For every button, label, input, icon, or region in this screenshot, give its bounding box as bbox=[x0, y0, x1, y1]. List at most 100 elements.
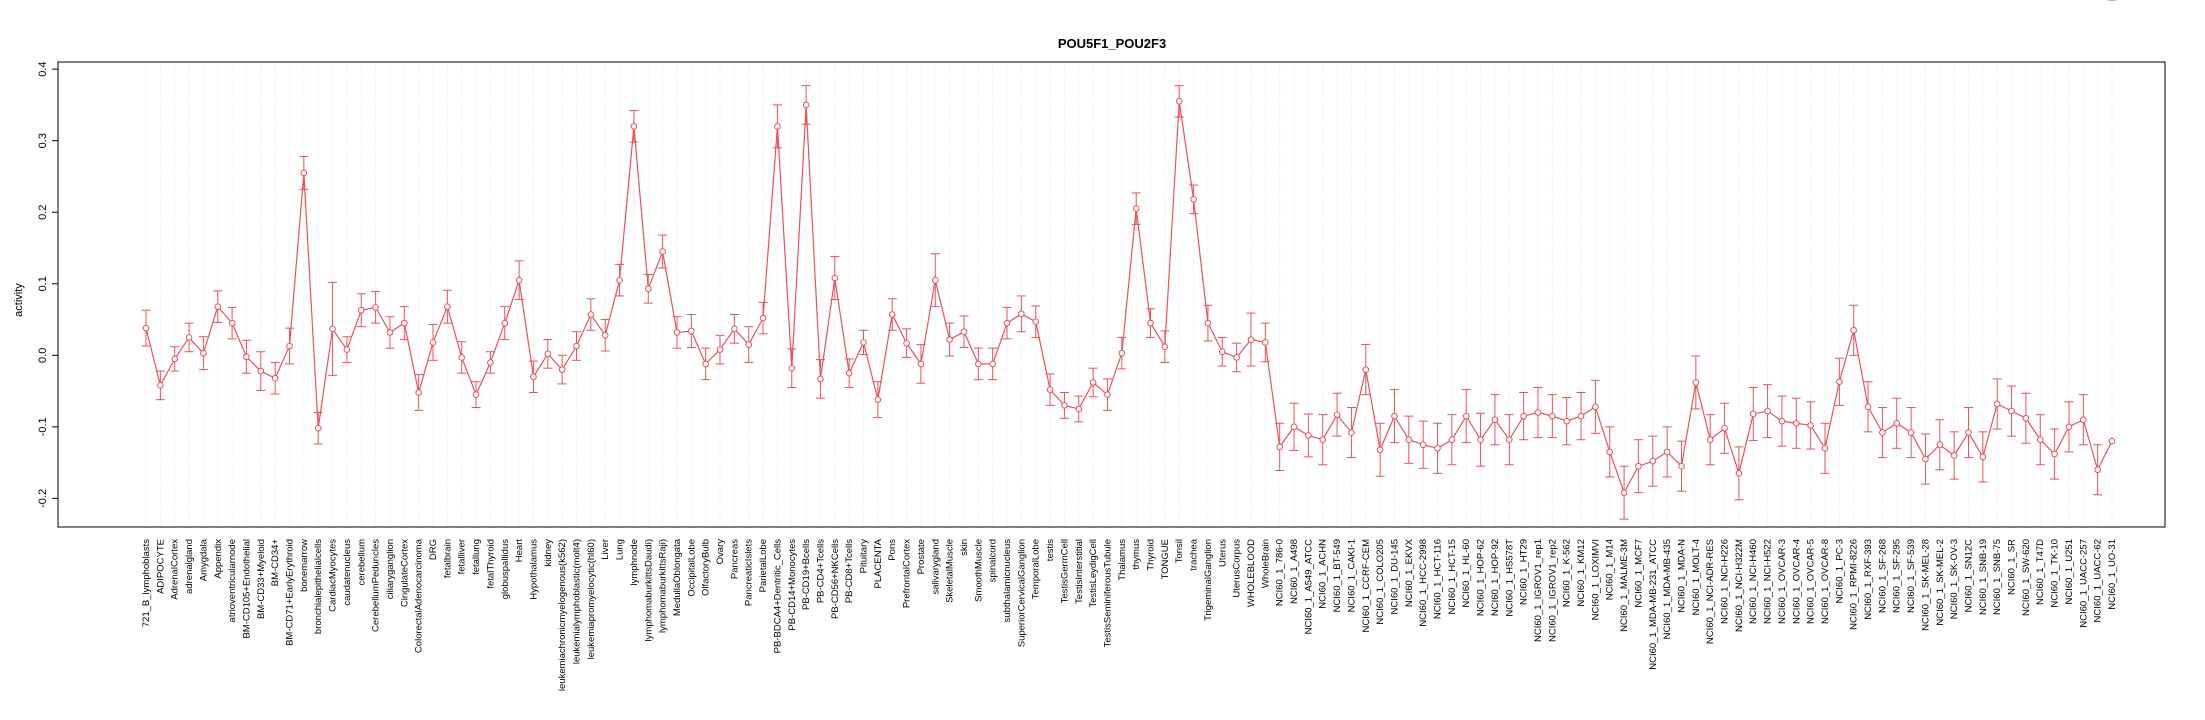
x-tick-label: NCI60_1_SF-539 bbox=[1906, 539, 1917, 613]
data-point bbox=[917, 360, 925, 368]
data-point bbox=[1262, 339, 1269, 346]
data-point bbox=[688, 327, 695, 335]
data-point bbox=[243, 353, 250, 361]
x-tick-label: AdrenalCortex bbox=[170, 539, 181, 600]
x-tick-label: NCI60_1_IGROV1_rep2 bbox=[1547, 539, 1558, 642]
data-point bbox=[171, 355, 179, 363]
data-point bbox=[573, 342, 580, 350]
x-tick-label: lymphomaburkittsDaudi) bbox=[643, 539, 654, 641]
data-point bbox=[1434, 445, 1441, 452]
x-tick-label: Liver bbox=[600, 539, 611, 560]
x-tick-label: subthalamicnucleus bbox=[1002, 539, 1013, 623]
data-point bbox=[1046, 386, 1054, 393]
x-tick-label: NCI60_1_MOLT-4 bbox=[1691, 539, 1702, 615]
x-tick-label: NCI60_1_NCI-H322M bbox=[1734, 539, 1745, 632]
x-tick-label: Lung bbox=[615, 539, 626, 560]
x-tick-label: NCI60_1_DU-145 bbox=[1389, 539, 1400, 615]
data-point bbox=[1606, 448, 1614, 456]
data-point bbox=[1391, 412, 1398, 420]
data-point bbox=[1362, 366, 1370, 373]
x-tick-label: BM-CD71+EarlyErythroid bbox=[285, 539, 296, 646]
data-point bbox=[1692, 379, 1700, 386]
data-point bbox=[558, 366, 566, 373]
data-point bbox=[1879, 429, 1886, 436]
data-point bbox=[257, 367, 265, 375]
data-point bbox=[1721, 424, 1728, 432]
x-tick-label: NCI60_1_UACC-62 bbox=[2093, 539, 2104, 622]
x-tick-label: TestisSeminiferousTubule bbox=[1102, 539, 1113, 647]
x-tick-label: PB-CD4+Tcells bbox=[815, 539, 826, 603]
x-tick-label: PB-CD8+Tcells bbox=[844, 539, 855, 603]
data-point bbox=[1950, 452, 1958, 459]
data-point bbox=[142, 324, 150, 332]
x-tick-label: NCI60_1_786-0 bbox=[1275, 539, 1286, 606]
x-tick-label: PB-CD19+Bcells bbox=[801, 539, 812, 610]
x-tick-label: NCI60_1_U251 bbox=[2064, 539, 2075, 605]
x-tick-label: NCI60_1_NCI-H460 bbox=[1748, 539, 1759, 624]
data-point bbox=[329, 325, 336, 333]
x-tick-label: NCI60_1_OVCAR-8 bbox=[1820, 539, 1831, 624]
data-point bbox=[386, 329, 394, 336]
data-point bbox=[2108, 437, 2116, 445]
x-tick-label: NCI60_1_RXF-393 bbox=[1863, 539, 1874, 620]
vertical-grid bbox=[145, 62, 2113, 527]
data-point bbox=[1419, 441, 1427, 449]
x-tick-label: trachea bbox=[1189, 538, 1200, 570]
x-tick-label: NCI60_1_SNB-75 bbox=[1992, 539, 2003, 615]
data-point bbox=[1936, 441, 1944, 449]
x-tick-label: fetalbrain bbox=[442, 539, 453, 578]
data-point bbox=[2079, 416, 2087, 423]
x-tick-label: skin bbox=[959, 539, 970, 556]
data-point bbox=[286, 342, 293, 350]
x-tick-label: SuperiorCervicalGanglion bbox=[1016, 539, 1027, 647]
x-tick-label: TestisInterstitial bbox=[1074, 539, 1085, 604]
data-point bbox=[601, 331, 609, 339]
x-tick-label: NCI60_1_OVCAR-4 bbox=[1791, 539, 1802, 624]
data-point bbox=[1505, 436, 1513, 444]
data-point bbox=[1821, 445, 1829, 452]
y-tick-label: -0.2 bbox=[37, 489, 49, 508]
x-tick-label: WHOLEBLOOD bbox=[1246, 539, 1257, 607]
x-tick-label: WholeBrain bbox=[1260, 539, 1271, 588]
data-point bbox=[1218, 348, 1226, 356]
x-tick-label: NCI60_1_ACHN bbox=[1318, 539, 1329, 609]
x-tick-label: TrigeminalGanglion bbox=[1203, 539, 1214, 621]
data-point bbox=[802, 101, 810, 109]
data-point bbox=[458, 354, 466, 361]
x-tick-label: fetalThyroid bbox=[485, 539, 496, 589]
data-point bbox=[1089, 379, 1097, 386]
data-point bbox=[1893, 419, 1901, 427]
data-point bbox=[1003, 319, 1011, 327]
data-point bbox=[1104, 391, 1111, 398]
x-tick-label: NCI60_1_NCI-H522 bbox=[1763, 539, 1774, 624]
data-point bbox=[1376, 446, 1384, 454]
x-tick-label: NCI60_1_SF-295 bbox=[1892, 539, 1903, 613]
data-point bbox=[501, 319, 509, 327]
x-tick-label: ADIPOCYTE bbox=[155, 539, 166, 594]
data-point bbox=[1850, 326, 1857, 334]
x-tick-label: NCI60_1_SNB-19 bbox=[1978, 539, 1989, 615]
y-axis-label: activity bbox=[13, 283, 25, 317]
data-point bbox=[1348, 429, 1355, 436]
x-tick-label: NCI60_1_EKVX bbox=[1404, 538, 1415, 607]
data-point bbox=[2065, 423, 2073, 431]
x-tick-label: PancreaticIslets bbox=[744, 539, 755, 606]
x-tick-label: NCI60_1_SW-620 bbox=[2021, 539, 2032, 616]
x-tick-label: BM-CD105+Endothelial bbox=[241, 539, 252, 639]
x-tick-label: bonemarrow bbox=[299, 539, 310, 592]
x-tick-label: ColorectalAdenocarcinoma bbox=[414, 538, 425, 653]
x-tick-label: NCI60_1_CAKI-1 bbox=[1346, 539, 1357, 612]
x-tick-label: NCI60_1_MDA-MB-435 bbox=[1662, 539, 1673, 639]
x-tick-label: MedullaOblongata bbox=[672, 538, 683, 616]
data-point bbox=[415, 389, 422, 396]
data-point bbox=[659, 248, 666, 255]
x-tick-label: SkeletalMuscle bbox=[945, 539, 956, 603]
data-point bbox=[1032, 318, 1040, 325]
x-tick-label: NCI60_1_UO-31 bbox=[2107, 539, 2118, 610]
x-tick-label: TestisLeydigCell bbox=[1088, 539, 1099, 608]
data-point bbox=[530, 373, 537, 381]
x-tick-label: Amygdala bbox=[198, 538, 209, 581]
data-point bbox=[616, 276, 623, 284]
x-tick-label: adrenalgland bbox=[184, 539, 195, 594]
y-tick-label: 0.2 bbox=[37, 205, 49, 220]
